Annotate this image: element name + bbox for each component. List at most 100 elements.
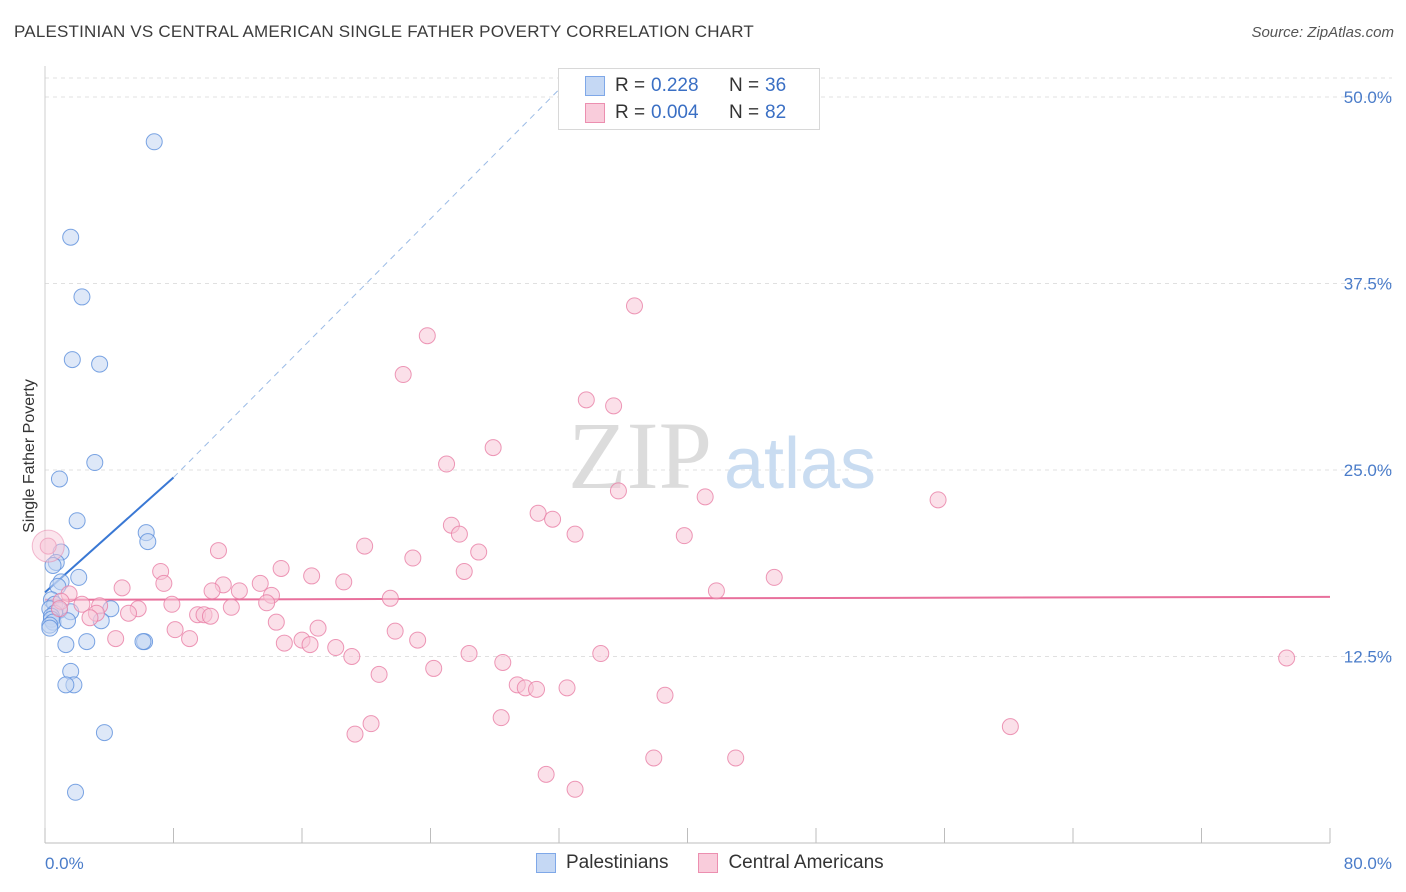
y-axis-label: Single Father Poverty — [21, 379, 38, 533]
legend-r-value: 0.228 — [651, 75, 699, 96]
central-american-point — [544, 510, 562, 528]
legend-r-label: R = — [615, 102, 646, 123]
central-american-point — [303, 567, 321, 585]
central-american-point — [609, 482, 627, 500]
y-tick-label: 37.5% — [1344, 275, 1392, 294]
central-american-point — [301, 636, 319, 654]
palestinian-point — [91, 355, 109, 373]
legend-swatch-central-americans — [698, 853, 719, 873]
correlation-legend: R = 0.228 N = 36 R = 0.004 N = 82 — [558, 68, 820, 130]
central-american-point — [201, 607, 219, 625]
x-tick-label: 0.0% — [45, 854, 84, 873]
central-american-point — [50, 600, 68, 618]
palestinian-point — [145, 133, 163, 151]
legend-n-value: 36 — [765, 75, 787, 96]
palestinian-point — [68, 512, 86, 530]
legend-r-value: 0.004 — [651, 102, 699, 123]
legend-n-label: N = — [729, 75, 760, 96]
central-american-point — [346, 725, 364, 743]
central-american-point — [107, 630, 125, 648]
tick-labels: 12.5% 25.0% 37.5% 50.0% 0.0% 80.0% — [45, 88, 1392, 873]
central-american-point — [529, 504, 547, 522]
data-points — [31, 133, 1296, 801]
central-american-point — [275, 634, 293, 652]
central-american-point — [605, 397, 623, 415]
central-american-point — [528, 680, 546, 698]
palestinian-point — [58, 612, 76, 630]
central-american-point — [492, 709, 510, 727]
legend-swatch-central-americans — [585, 103, 605, 123]
central-american-point — [727, 749, 745, 767]
y-tick-label: 12.5% — [1344, 648, 1392, 667]
central-american-point — [230, 582, 248, 600]
central-american-point — [343, 648, 361, 665]
central-american-point — [675, 527, 693, 545]
central-american-point — [470, 543, 488, 561]
central-american-point — [163, 595, 181, 613]
central-american-point — [113, 579, 131, 597]
legend-swatch-palestinians — [536, 853, 556, 873]
central-american-point — [1001, 718, 1019, 736]
palestinian-point — [139, 533, 157, 551]
palestinian-point — [86, 454, 104, 472]
palestinian-point — [57, 676, 75, 694]
central-american-point — [645, 749, 663, 767]
central-american-point — [394, 366, 412, 384]
central-american-point — [450, 525, 468, 543]
central-american-point — [267, 613, 285, 631]
central-american-point — [251, 574, 269, 592]
palestinian-point — [95, 724, 113, 742]
legend-label-central-americans: Central Americans — [728, 852, 884, 873]
central-american-point — [258, 594, 276, 612]
palestinian-point — [78, 633, 96, 651]
central-american-point — [81, 609, 99, 627]
central-american-point — [625, 297, 643, 315]
central-american-point — [381, 589, 399, 607]
central-american-point — [120, 604, 138, 622]
central-american-point — [404, 549, 422, 567]
central-american-point — [335, 573, 353, 591]
central-american-point — [929, 491, 947, 509]
legend-row-central-americans: R = 0.004 N = 82 — [585, 101, 786, 125]
central-american-point — [73, 595, 91, 613]
central-american-point — [181, 630, 199, 648]
central-american-point — [209, 542, 227, 560]
x-tick-label: 80.0% — [1344, 854, 1392, 873]
central-american-point — [1278, 649, 1296, 667]
palestinian-trend-line — [44, 476, 175, 594]
legend-n-label: N = — [729, 102, 760, 123]
watermark-atlas: atlas — [724, 424, 876, 504]
central-american-point — [592, 645, 610, 663]
central-american-point — [707, 582, 725, 600]
central-american-point — [166, 621, 184, 639]
palestinian-trend-extension — [173, 89, 560, 478]
palestinian-point — [62, 228, 80, 246]
legend-r-label: R = — [615, 75, 646, 96]
central-american-point — [309, 619, 327, 637]
central-american-point — [460, 645, 478, 663]
central-american-point — [370, 665, 388, 683]
legend-row-palestinians: R = 0.228 N = 36 — [585, 74, 786, 98]
palestinian-point — [50, 470, 68, 488]
series-legend: Palestinians Central Americans — [536, 852, 914, 874]
y-tick-label: 25.0% — [1344, 461, 1392, 480]
legend-item-palestinians[interactable]: Palestinians — [536, 852, 668, 874]
palestinian-point — [67, 783, 85, 801]
central-american-point — [566, 780, 584, 798]
central-american-point — [558, 679, 576, 697]
central-american-point — [537, 765, 555, 783]
palestinian-point — [57, 636, 75, 654]
watermark-zip: ZIP — [568, 402, 712, 509]
central-american-point — [656, 686, 674, 704]
central-american-point — [455, 562, 473, 580]
y-tick-label: 50.0% — [1344, 88, 1392, 107]
palestinian-point — [73, 288, 91, 306]
legend-n-value: 82 — [765, 102, 787, 123]
palestinian-point — [44, 556, 62, 574]
central-american-point — [272, 559, 290, 577]
central-american-point — [155, 574, 173, 592]
palestinian-point — [41, 619, 59, 637]
legend-item-central-americans[interactable]: Central Americans — [698, 852, 884, 874]
central-american-point — [577, 391, 595, 409]
